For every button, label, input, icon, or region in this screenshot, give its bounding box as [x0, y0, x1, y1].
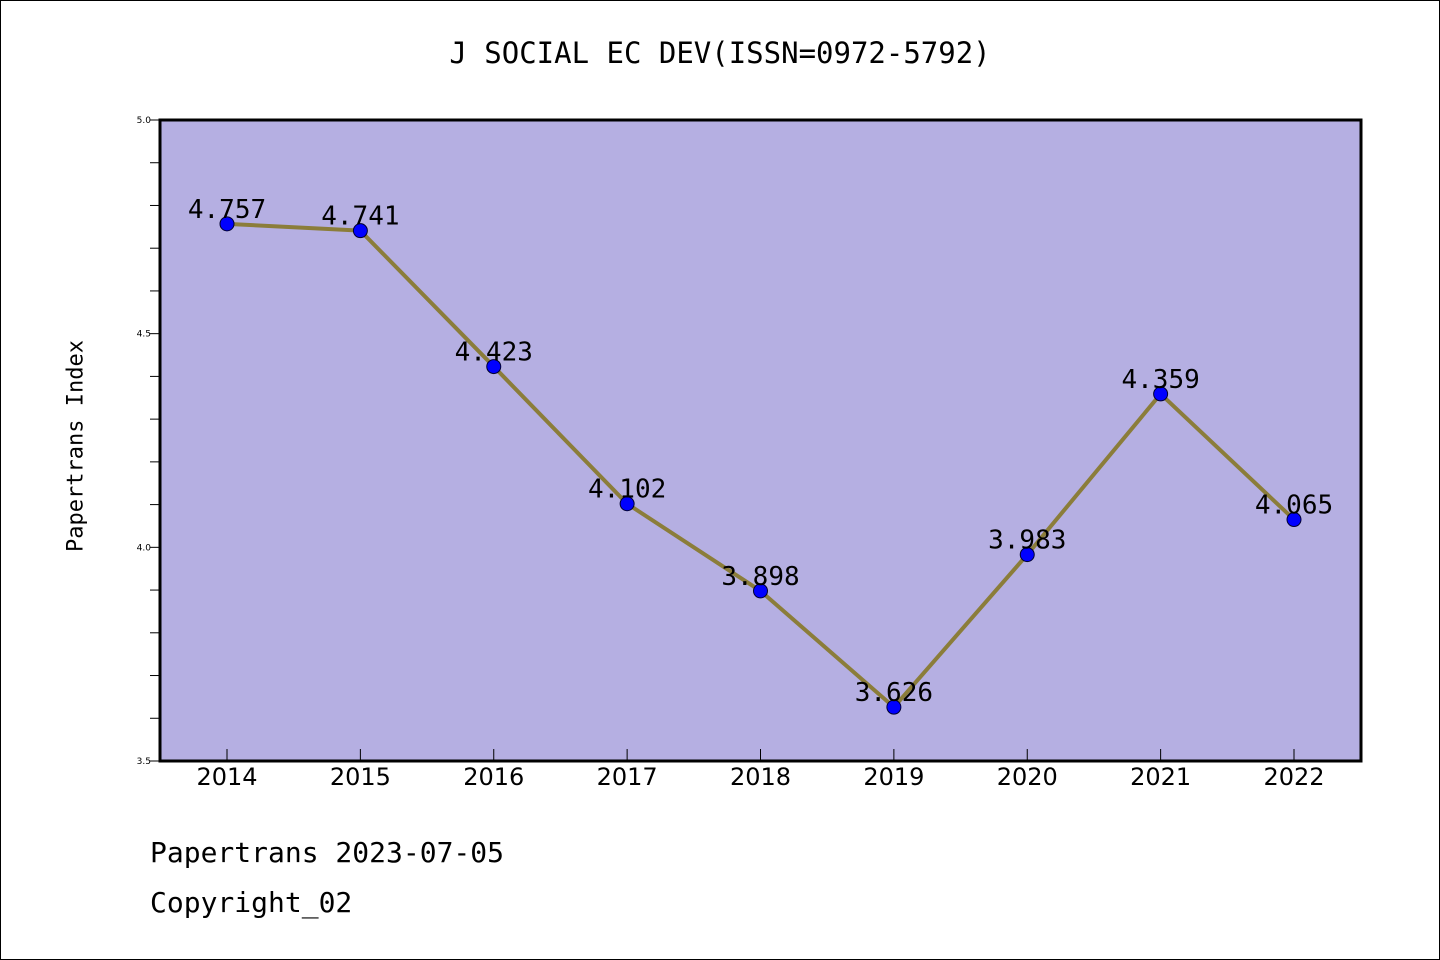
x-tick-label: 2022: [1263, 763, 1324, 791]
data-label: 3.898: [721, 562, 799, 592]
data-label: 4.423: [455, 338, 533, 368]
footer-copyright: Copyright_02: [150, 886, 353, 919]
chart-title: J SOCIAL EC DEV(ISSN=0972-5792): [449, 36, 991, 70]
plot-border: [158, 118, 1363, 763]
series-markers: [219, 216, 1302, 715]
y-tick-label: 3.5: [137, 757, 151, 767]
data-point: [619, 496, 635, 512]
x-tick-label: 2015: [330, 763, 391, 791]
x-tick-label: 2014: [196, 763, 257, 791]
x-tick-label: 2019: [863, 763, 924, 791]
data-label: 3.626: [855, 678, 933, 708]
x-tick-label: 2021: [1130, 763, 1191, 791]
data-label: 4.065: [1255, 491, 1333, 521]
footer-date: Papertrans 2023-07-05: [150, 836, 505, 869]
data-point: [1286, 512, 1302, 528]
data-point: [486, 359, 502, 375]
data-point: [886, 699, 902, 715]
x-axis: 2014 2015 2016 2017 2018 2019 2020 2021 2022: [196, 749, 1325, 791]
data-point: [753, 583, 768, 599]
y-tick-label: 4.5: [137, 330, 151, 340]
data-labels: 4.757 4.741 4.423 4.102 3.898 3.626 3.983 4.359…: [188, 195, 1333, 708]
x-tick-label: 2020: [997, 763, 1058, 791]
x-tick-label: 2017: [597, 763, 658, 791]
data-point: [1153, 386, 1169, 402]
y-tick-label: 4.0: [137, 543, 152, 553]
x-tick-label: 2016: [463, 763, 524, 791]
data-label: 4.757: [188, 195, 266, 225]
data-label: 3.983: [988, 526, 1066, 556]
data-point: [352, 223, 368, 239]
data-point: [1019, 547, 1035, 563]
data-label: 4.359: [1121, 365, 1199, 395]
y-tick-label: 5.0: [137, 116, 152, 126]
data-label: 4.741: [321, 202, 399, 232]
x-tick-label: 2018: [730, 763, 791, 791]
data-label: 4.102: [588, 475, 666, 505]
data-point: [219, 216, 235, 232]
y-axis: 3.5 4.0 4.5 5.0: [137, 116, 160, 767]
